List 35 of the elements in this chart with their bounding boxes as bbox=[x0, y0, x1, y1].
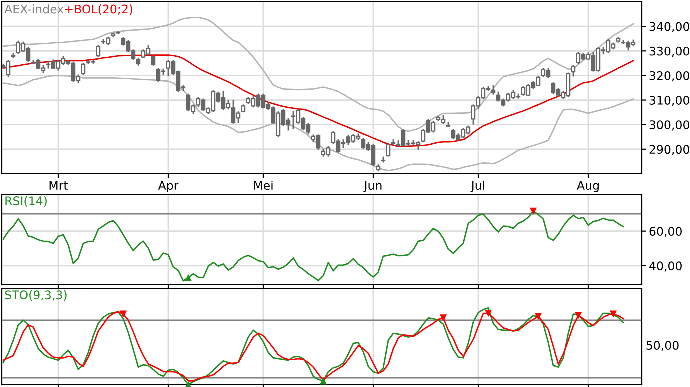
candlestick bbox=[491, 84, 496, 96]
y-tick-label: 310,00 bbox=[650, 96, 690, 106]
point bbox=[120, 310, 128, 318]
point bbox=[610, 310, 618, 318]
text: +BOL(20;2) bbox=[65, 4, 133, 16]
x-tick-label: Jun bbox=[364, 181, 382, 192]
y-tick-label: 290,00 bbox=[650, 145, 690, 156]
y-tick-label: 320,00 bbox=[650, 71, 690, 82]
y-tick-label: 330,00 bbox=[650, 46, 690, 57]
point bbox=[534, 313, 542, 320]
line-series bbox=[2, 17, 634, 132]
point bbox=[574, 312, 582, 320]
candlestick bbox=[6, 60, 11, 78]
x-tick-label: Jul bbox=[470, 180, 485, 192]
chart-title: RSI(14) bbox=[6, 196, 47, 207]
chart-title: AEX-index bbox=[4, 4, 64, 14]
candlestick bbox=[571, 64, 576, 78]
point bbox=[320, 378, 328, 385]
y-tick-label: 40,00 bbox=[650, 262, 682, 272]
x-tick-label: Mrt bbox=[50, 181, 68, 190]
point bbox=[484, 310, 492, 318]
candlestick bbox=[96, 44, 101, 58]
chart-title: STO(9,3,3) bbox=[5, 290, 67, 301]
y-tick-label: 60,00 bbox=[650, 227, 682, 238]
point bbox=[440, 314, 448, 322]
candlestick bbox=[151, 54, 156, 67]
x-tick-label: Apr bbox=[158, 181, 179, 192]
x-tick-label: Aug bbox=[577, 181, 599, 192]
y-tick-label: 340,00 bbox=[650, 22, 690, 32]
candlestick bbox=[386, 142, 391, 158]
y-tick-label: 300,00 bbox=[650, 120, 690, 131]
candlestick bbox=[81, 62, 86, 76]
x-tick-label: Mei bbox=[254, 180, 273, 190]
text: 50,00 bbox=[646, 341, 679, 352]
line-series bbox=[2, 75, 634, 172]
